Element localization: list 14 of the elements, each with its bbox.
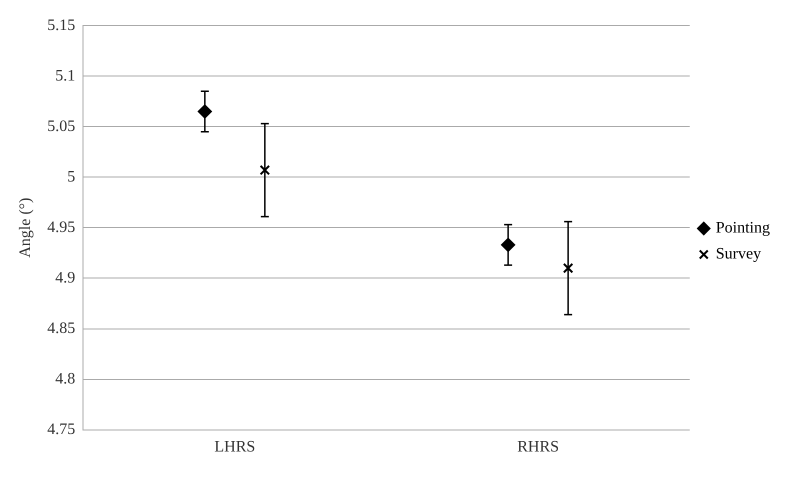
legend-label: Survey: [716, 246, 762, 263]
y-tick-label: 5.05: [47, 118, 76, 135]
y-tick-label: 4.75: [47, 421, 76, 438]
y-tick-label: 5.1: [55, 67, 76, 84]
x-tick-label: RHRS: [517, 438, 560, 456]
y-tick-label: 5: [67, 168, 76, 186]
x-tick-label: LHRS: [214, 438, 256, 456]
y-tick-label: 4.8: [55, 370, 76, 388]
legend-label: Pointing: [716, 220, 770, 237]
y-axis-title: Angle (°): [16, 198, 34, 258]
y-tick-label: 4.85: [47, 320, 76, 337]
y-tick-label: 4.9: [55, 269, 76, 286]
y-tick-label: 5.15: [47, 16, 76, 34]
y-tick-label: 4.95: [47, 218, 76, 236]
